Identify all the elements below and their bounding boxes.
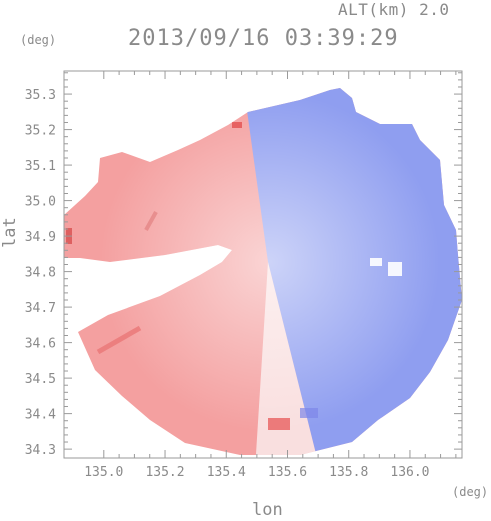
x-tick-label: 135.0 [84,465,123,480]
speckle-4 [370,258,382,266]
y-tick-label: 35.1 [25,159,56,174]
speckle-3 [232,122,242,128]
y-tick-label: 34.3 [25,443,56,458]
x-axis-unit: (deg) [452,485,489,499]
altitude-label: ALT(km) 2.0 [338,0,450,19]
y-tick-label: 34.9 [25,230,56,245]
timestamp-title: 2013/09/16 03:39:29 [128,26,399,51]
y-tick-label: 35.0 [25,195,56,210]
y-axis-unit: (deg) [20,33,57,47]
y-tick-label: 35.2 [25,124,56,139]
speckle-2 [300,408,318,418]
center-glow [100,92,440,432]
x-tick-label: 135.4 [207,465,246,480]
streak-2 [144,211,158,231]
streak-1 [96,325,142,355]
x-axis-label: lon [252,500,283,520]
x-tick-label: 136.0 [390,465,429,480]
x-tick-label: 135.8 [329,465,368,480]
y-tick-label: 35.3 [25,88,56,103]
y-tick-label: 34.7 [25,301,56,316]
y-tick-label: 34.8 [25,266,56,281]
y-tick-label: 34.4 [25,408,56,423]
y-tick-label: 34.6 [25,337,56,352]
speckle-1 [268,418,290,430]
y-tick-label: 34.5 [25,372,56,387]
x-tick-label: 135.2 [145,465,184,480]
speckle-5 [388,262,402,276]
x-tick-label: 135.6 [268,465,307,480]
axis-ticks: 135.0 135.2 135.4 135.6 135.8 136.0 34.3 34.4 34… [25,71,462,480]
